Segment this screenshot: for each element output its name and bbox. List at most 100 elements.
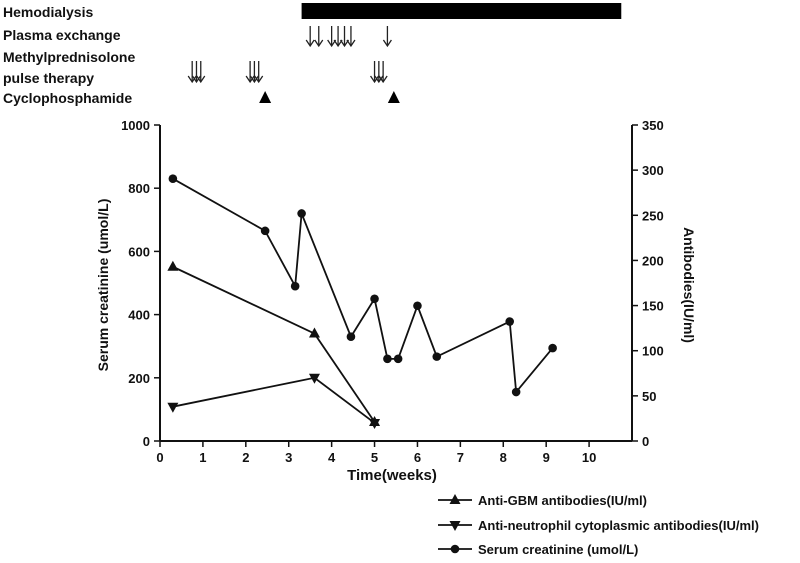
dose-arrow [187,61,197,84]
dose-arrow [245,61,255,84]
data-point [168,174,178,184]
dose-arrow [339,26,350,48]
x-tick-label: 0 [156,450,163,465]
y-right-tick-label: 100 [642,344,664,359]
legend-label: Serum creatinine (umol/L) [478,542,638,557]
timeline-label: pulse therapy [3,70,94,86]
dose-arrow-head [245,75,255,84]
y-left-tick-label: 600 [128,244,150,259]
data-point [308,327,320,338]
data-point [432,352,442,361]
dose-arrow [346,26,356,48]
y-left-tick-label: 1000 [121,118,150,133]
dose-arrow [382,26,392,48]
cyclophosphamide-triangle [387,91,400,103]
dose-arrow [314,26,324,48]
y-left-tick-label: 200 [128,371,150,386]
dose-arrow-head [314,39,324,48]
y-right-tick-label: 0 [642,434,649,449]
y-right-tick-label: 300 [642,163,664,178]
dose-arrow-head [191,75,202,84]
y-left-tick-label: 400 [128,308,150,323]
x-tick-label: 7 [457,450,464,465]
y-axis-left-title: Serum creatinine (umol/L) [95,199,111,372]
y-right-tick-label: 50 [642,389,656,404]
dose-arrow [305,26,315,48]
legend-label: Anti-GBM antibodies(IU/ml) [478,493,647,508]
dose-arrow-head [249,75,259,84]
dose-arrow-head [196,75,206,84]
data-point [548,343,557,353]
legend-marker [450,544,460,554]
data-point [308,373,320,384]
series-group [167,174,557,429]
data-point [370,294,379,304]
x-tick-label: 5 [371,450,378,465]
dose-arrow [374,61,384,84]
data-point [346,332,356,342]
legend: Anti-GBM antibodies(IU/ml) Anti-neutrophi… [438,493,759,557]
data-point [290,281,300,291]
series-line [172,177,554,395]
dose-arrow-head [327,39,337,48]
data-point [393,354,403,364]
timeline-label: Hemodialysis [3,4,93,20]
x-tick-label: 3 [285,450,292,465]
dose-arrow-head [254,75,264,84]
x-tick-label: 1 [199,450,206,465]
plot-area: 0 1 2 3 4 5 6 7 8 9 100200400600800100005010015020… [121,118,664,465]
dose-arrow [196,61,206,84]
data-point [383,354,392,364]
dose-arrow [191,61,202,84]
timeline-label: Plasma exchange [3,27,121,43]
axes: 0 1 2 3 4 5 6 7 8 9 100200400600800100005010015020… [121,118,664,465]
y-right-tick-label: 200 [642,253,664,268]
dose-arrow [378,61,388,84]
dose-arrow-head [346,39,356,48]
x-axis-title: Time(weeks) [347,467,437,484]
dose-arrow-head [370,75,380,84]
data-point [297,209,306,218]
cyclophosphamide-triangle [259,91,272,103]
x-tick-label: 2 [242,450,249,465]
x-tick-label: 9 [543,450,550,465]
timeline-label: Cyclophosphamide [3,90,132,106]
legend-marker [449,494,461,504]
series-line [172,265,376,423]
data-point [505,317,515,326]
legend-label: Anti-neutrophil cytoplasmic antibodies(I… [478,518,759,533]
data-point [167,402,179,413]
legend-marker [449,521,461,531]
y-right-tick-label: 250 [642,208,664,223]
dose-arrow-head [378,75,388,84]
dose-arrow-head [305,39,315,48]
y-left-tick-label: 0 [143,434,150,449]
dose-arrow [249,61,259,84]
dose-arrow [254,61,264,84]
dose-arrow-head [333,39,343,48]
dose-arrow [333,26,343,48]
dose-arrow [370,61,380,84]
dose-arrow-head [374,75,384,84]
data-point [260,226,270,236]
data-point [167,260,179,271]
x-tick-label: 8 [500,450,507,465]
dose-arrow-head [187,75,197,84]
dose-arrow-head [339,39,350,48]
y-right-tick-label: 150 [642,299,664,314]
data-point [369,418,381,429]
timeline-label: Methylprednisolone [3,49,135,65]
x-tick-label: 4 [328,450,336,465]
hemodialysis-bar [301,3,622,19]
y-axis-right-title: Antibodies(IU/ml) [681,227,697,343]
series-line [172,376,376,424]
data-point [413,301,422,311]
data-point [511,387,521,397]
y-left-tick-label: 800 [128,181,150,196]
x-tick-label: 10 [582,450,596,465]
x-tick-label: 6 [414,450,421,465]
treatment-timeline: Hemodialysis Plasma exchange Methylprednis… [3,3,622,106]
dose-arrow [327,26,337,48]
dose-arrow-head [382,39,392,48]
